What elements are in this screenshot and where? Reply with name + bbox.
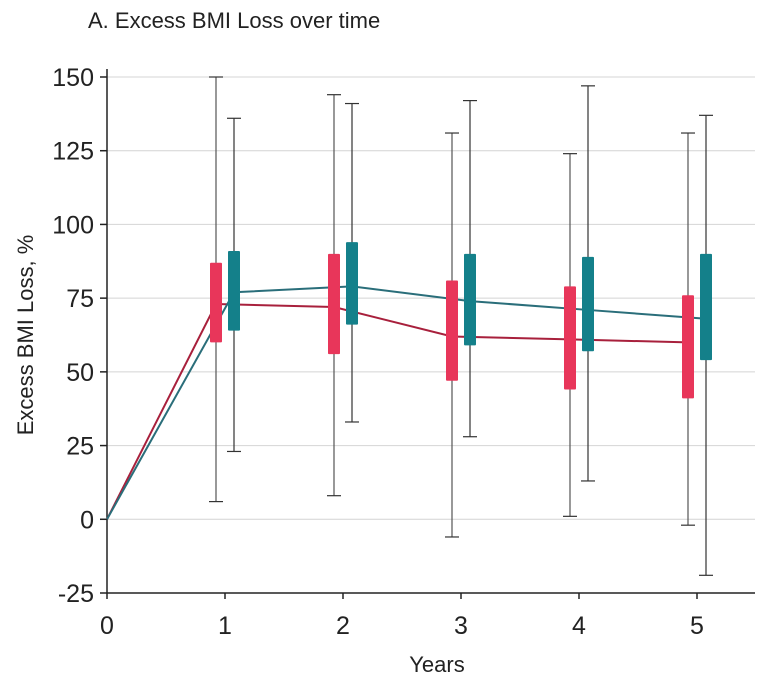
chart-title: A. Excess BMI Loss over time	[88, 8, 381, 33]
y-tick-label: 0	[80, 506, 94, 534]
iqr-box	[446, 280, 458, 381]
x-tick-label: 3	[454, 612, 468, 640]
iqr-box	[328, 253, 340, 355]
iqr-box	[582, 256, 594, 352]
iqr-box	[564, 286, 576, 390]
boxes	[210, 242, 712, 399]
x-tick-label: 5	[690, 612, 704, 640]
trend-line	[106, 285, 707, 520]
x-axis-label: Years	[409, 652, 464, 677]
y-tick-label: 100	[52, 211, 94, 239]
y-tick-label: -25	[58, 580, 94, 608]
y-tick-label: 150	[52, 64, 94, 92]
y-tick-label: 125	[52, 138, 94, 166]
x-tick-label: 4	[572, 612, 586, 640]
gridlines	[107, 76, 755, 520]
x-tick-label: 1	[218, 612, 232, 640]
iqr-box	[228, 250, 240, 331]
y-tick-label: 50	[66, 359, 94, 387]
iqr-box	[700, 253, 712, 361]
trend-line	[106, 303, 689, 520]
iqr-box	[346, 242, 358, 325]
iqr-box	[682, 295, 694, 399]
y-axis-label: Excess BMI Loss, %	[13, 235, 38, 436]
y-tick-label: 75	[66, 285, 94, 313]
y-tick-label: 25	[66, 433, 94, 461]
x-tick-label: 2	[336, 612, 350, 640]
x-tick-label: 0	[100, 612, 114, 640]
iqr-box	[464, 253, 476, 346]
trend-lines	[106, 285, 707, 520]
whiskers	[209, 76, 713, 576]
iqr-box	[210, 262, 222, 343]
